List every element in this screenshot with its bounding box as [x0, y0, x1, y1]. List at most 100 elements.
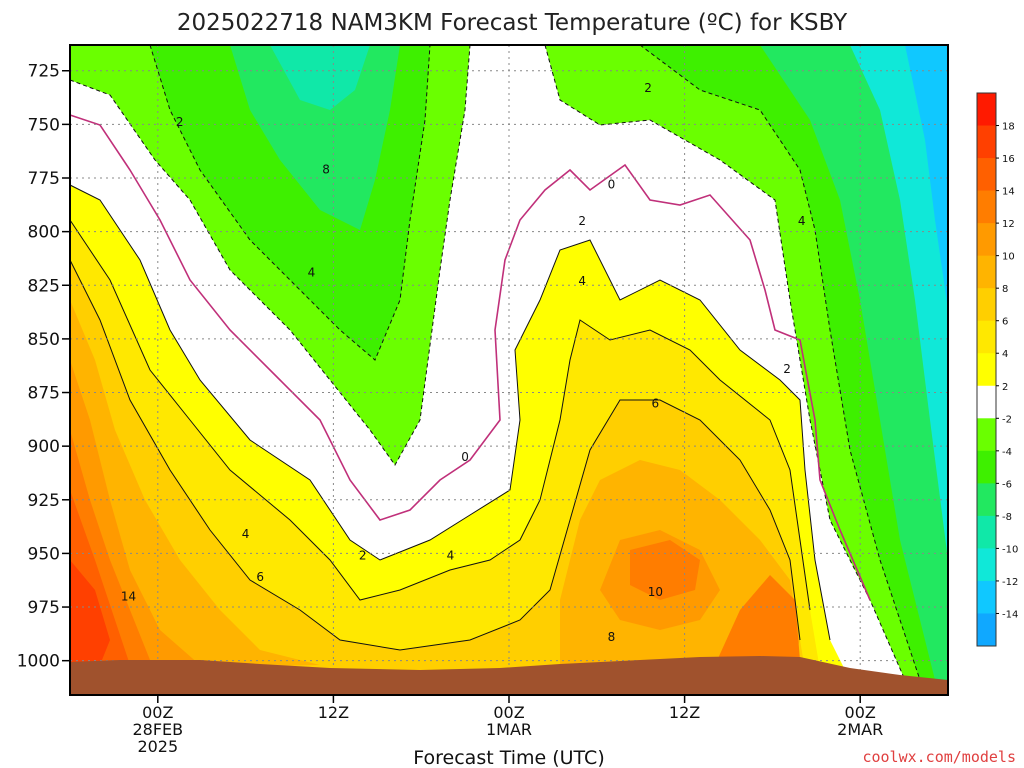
x-tick-label: 1MAR	[486, 720, 532, 739]
colorbar-segment	[977, 450, 996, 484]
colorbar-segment	[977, 223, 996, 257]
contour-label: 0	[608, 177, 616, 191]
y-tick-label: 900	[28, 437, 60, 457]
warm-region-16	[70, 560, 110, 665]
contour-label: 4	[798, 214, 806, 228]
warm-region-12b	[630, 540, 700, 600]
y-axis: 725 750 775 800 825 850 875 900 925 950 975 1000	[17, 62, 70, 672]
contour-label: 2	[359, 549, 367, 563]
contour-line-dashed	[149, 44, 431, 361]
contour-label: 6	[256, 570, 264, 584]
contour-label: 4	[308, 265, 316, 279]
colorbar-tick-label: -10	[1002, 544, 1018, 555]
y-tick-label: 775	[28, 169, 60, 189]
y-tick-label: 925	[28, 491, 60, 511]
y-tick-label: 1000	[17, 652, 60, 672]
contour-line-dashed	[69, 44, 471, 466]
colorbar: 18 16 14 12 10 8 6 4 2 -2 -4 -6 -8 -10 -12 -14	[976, 92, 1018, 647]
colorbar-tick-label: -12	[1002, 577, 1018, 588]
colorbar-segment	[977, 125, 996, 159]
colorbar-segment	[977, 320, 996, 354]
x-tick-label: 00Z	[845, 703, 876, 722]
contour-label: 8	[322, 162, 330, 176]
x-axis-label: Forecast Time (UTC)	[413, 747, 604, 768]
colorbar-segment	[977, 385, 996, 419]
contour-line	[69, 219, 811, 611]
contour-label-layer: 2 2 8 0 2 4 4 4 2 6 0 4 2 4 6 10 14 8	[121, 81, 806, 644]
contour-label: 0	[461, 450, 469, 464]
colorbar-segment	[977, 288, 996, 322]
colorbar-segment	[977, 613, 996, 647]
contour-line	[69, 184, 831, 641]
colorbar-tick-label: 8	[1002, 284, 1008, 295]
contour-label: 10	[648, 585, 663, 599]
colorbar-tick-label: 18	[1002, 122, 1015, 133]
colorbar-segment	[977, 190, 996, 224]
colorbar-tick-label: 10	[1002, 252, 1015, 263]
grid-lines	[70, 45, 948, 695]
contour-line	[69, 259, 801, 651]
colorbar-tick-label: -4	[1002, 447, 1012, 458]
colorbar-tick-label: -2	[1002, 414, 1012, 425]
y-tick-label: 800	[28, 223, 60, 243]
contour-label: 2	[176, 115, 184, 129]
colorbar-segment	[977, 580, 996, 614]
colorbar-tick-label: -6	[1002, 479, 1012, 490]
contour-label: 8	[608, 630, 616, 644]
x-tick-label: 2025	[137, 737, 178, 756]
y-tick-label: 875	[28, 384, 60, 404]
y-tick-label: 750	[28, 115, 60, 135]
zero-degree-contour	[69, 114, 871, 601]
freezing-line	[69, 114, 871, 601]
colorbar-tick-label: -8	[1002, 512, 1012, 523]
ground	[70, 656, 948, 695]
cold-region-upper-left-deep	[270, 45, 370, 110]
colorbar-tick-label: 4	[1002, 349, 1008, 360]
colorbar-tick-label: 16	[1002, 154, 1015, 165]
colorbar-tick-label: 2	[1002, 382, 1008, 393]
contour-label: 4	[447, 549, 455, 563]
x-tick-label: 12Z	[669, 703, 700, 722]
contour-label: 14	[121, 589, 136, 603]
contour-line-dashed	[544, 44, 906, 681]
x-tick-label: 28FEB	[132, 720, 183, 739]
x-tick-label: 00Z	[142, 703, 173, 722]
y-tick-label: 950	[28, 544, 60, 564]
contour-line-dashed	[639, 44, 921, 681]
contour-label: 6	[652, 396, 660, 410]
colorbar-segment	[977, 255, 996, 289]
cold-region-upper-left-core	[230, 45, 400, 230]
x-tick-label: 2MAR	[837, 720, 883, 739]
chart-title: 2025022718 NAM3KM Forecast Temperature (…	[177, 10, 848, 36]
colorbar-tick-label: 6	[1002, 317, 1008, 328]
cold-region-right-deep	[850, 45, 948, 560]
contour-label: 2	[644, 81, 652, 95]
y-tick-label: 850	[28, 330, 60, 350]
colorbar-segment	[977, 353, 996, 387]
y-tick-label: 975	[28, 598, 60, 618]
cold-region-right-deepest	[905, 45, 948, 310]
colorbar-segment	[977, 93, 996, 127]
x-tick-label: 12Z	[318, 703, 349, 722]
colorbar-segment	[977, 483, 996, 517]
contour-label: 2	[578, 214, 586, 228]
y-tick-label: 825	[28, 276, 60, 296]
colorbar-segment	[977, 515, 996, 549]
colorbar-tick-label: 12	[1002, 219, 1015, 230]
warm-region-12c	[715, 575, 800, 665]
colorbar-segment	[977, 418, 996, 452]
contour-label: 2	[783, 362, 791, 376]
colorbar-tick-label: -14	[1002, 609, 1018, 620]
credit-text: coolwx.com/models	[862, 748, 1016, 766]
colorbar-tick-label: 14	[1002, 187, 1015, 198]
contour-lines	[69, 44, 921, 681]
contour-label: 4	[242, 527, 250, 541]
contour-label: 4	[578, 274, 586, 288]
x-tick-label: 00Z	[493, 703, 524, 722]
colorbar-border	[976, 92, 997, 647]
colorbar-segment	[977, 548, 996, 582]
y-tick-label: 725	[28, 62, 60, 82]
colorbar-segment	[977, 158, 996, 192]
